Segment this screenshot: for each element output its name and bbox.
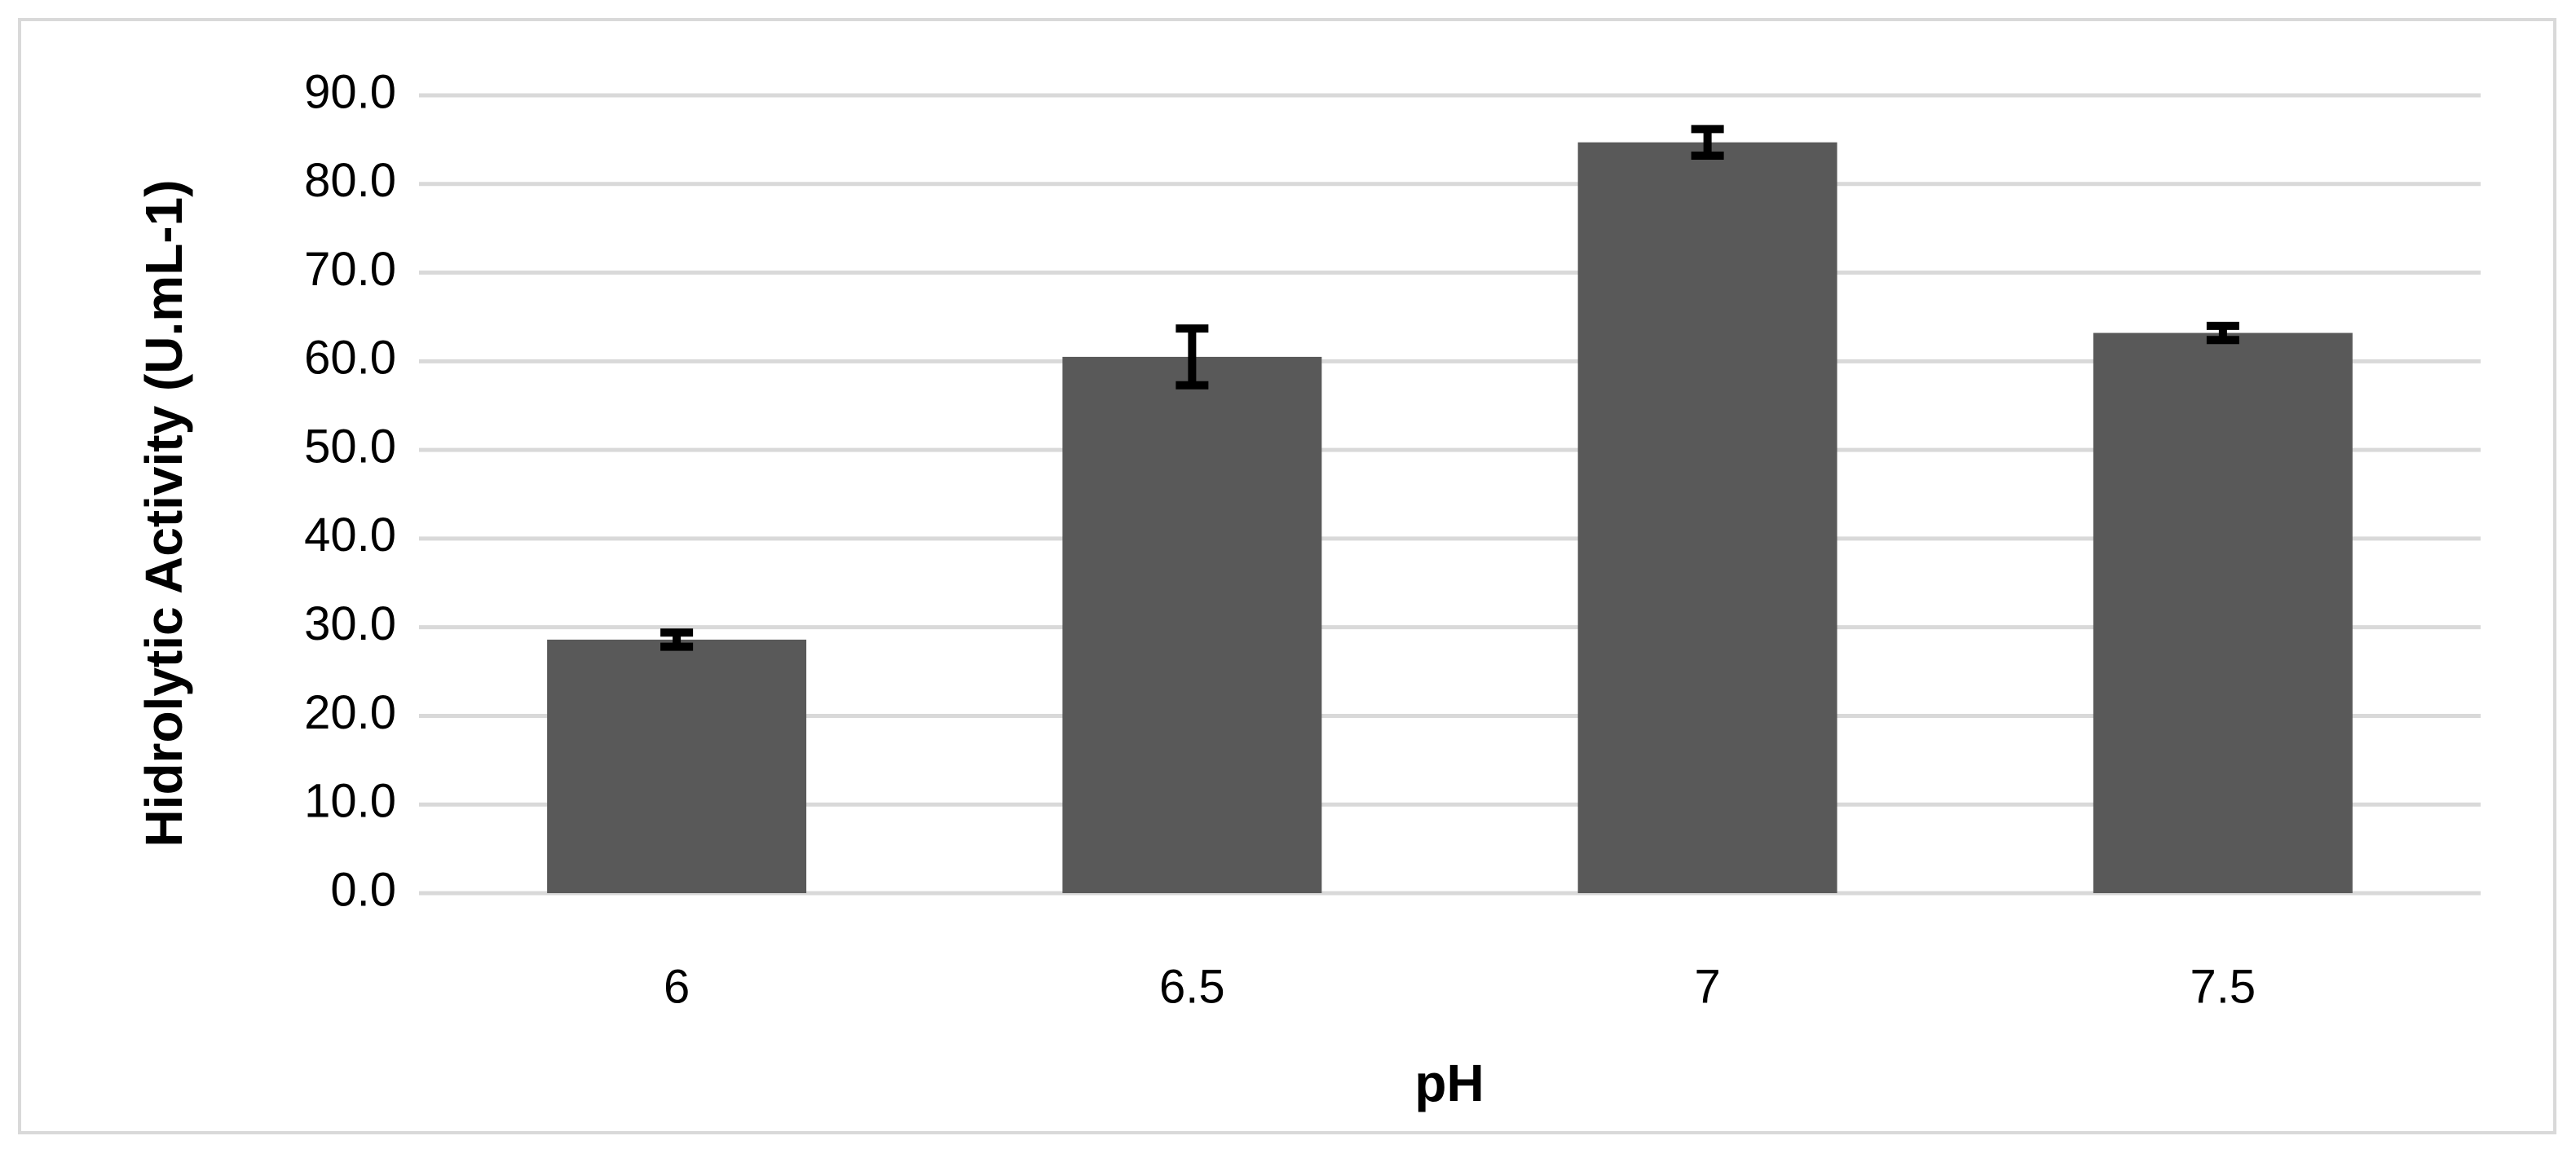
x-tick-label: 7.5 xyxy=(2190,960,2256,1013)
bar xyxy=(1062,356,1322,894)
y-tick-label: 50.0 xyxy=(304,420,396,473)
bar xyxy=(547,639,807,893)
y-tick-label: 70.0 xyxy=(304,243,396,296)
error-bar xyxy=(2206,321,2239,345)
y-tick-label: 10.0 xyxy=(304,775,396,828)
x-tick-label: 6 xyxy=(664,960,690,1013)
x-axis-title: pH xyxy=(1414,1054,1484,1112)
bar xyxy=(2093,332,2353,894)
y-tick-label: 80.0 xyxy=(304,154,396,207)
y-axis-title: Hidrolytic Activity (U.mL-1) xyxy=(135,179,193,847)
error-bar xyxy=(660,628,694,651)
y-tick-label: 20.0 xyxy=(304,686,396,739)
y-tick-label: 0.0 xyxy=(330,863,396,916)
x-tick-label: 7 xyxy=(1694,960,1720,1013)
y-tick-label: 90.0 xyxy=(304,65,396,118)
error-bar xyxy=(1691,125,1724,160)
y-tick-label: 40.0 xyxy=(304,509,396,561)
y-tick-label: 60.0 xyxy=(304,332,396,385)
bar xyxy=(1577,142,1837,893)
y-tick-label: 30.0 xyxy=(304,597,396,650)
x-tick-label: 6.5 xyxy=(1159,960,1225,1013)
error-bar xyxy=(1176,324,1209,390)
